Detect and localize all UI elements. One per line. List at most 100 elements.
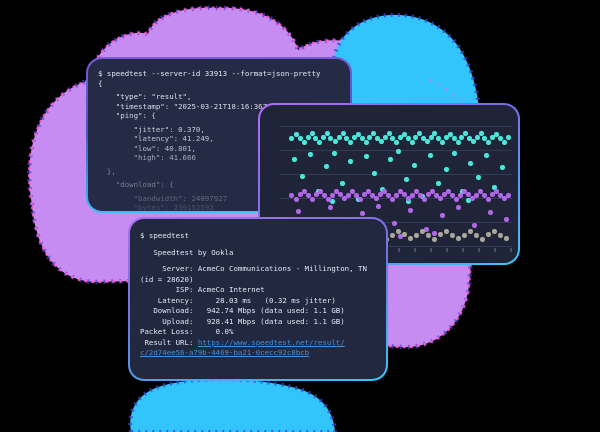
terminal-line: Latency: 28.03 ms (0.32 ms jitter) — [140, 295, 336, 305]
terminal-json-output: $ speedtest --server-id 33913 --format=j… — [98, 69, 340, 211]
terminal-line: c/2d74ee56-a79b-4469-ba21-0cecc92c8bcb — [140, 348, 376, 359]
gray-series-dot — [492, 229, 497, 234]
terminal-line: "high": 41.666 — [98, 153, 196, 162]
purple-series-dot — [398, 234, 403, 239]
terminal-line: "bytes": 239152592 — [98, 203, 214, 211]
purple-series-dot — [414, 189, 419, 194]
purple-series-dot — [302, 189, 307, 194]
gray-series-dot — [462, 233, 467, 238]
terminal-line: }, — [98, 166, 116, 176]
cyan-series-dot — [492, 185, 497, 190]
cyan-series-dot — [436, 136, 441, 141]
cyan-series-dot — [324, 164, 329, 169]
gray-series-dot — [468, 229, 473, 234]
purple-series-dot — [296, 209, 301, 214]
purple-series-dot — [498, 193, 503, 198]
cyan-series-dot — [364, 140, 369, 145]
cyan-series-dot — [292, 157, 297, 162]
chart-axis-tick — [430, 248, 432, 252]
cyan-series-dot — [452, 136, 457, 141]
cyan-series-dot — [313, 136, 318, 141]
cyan-series-dot — [506, 135, 511, 140]
result-url-link[interactable]: https://www.speedtest.net/result/ — [197, 337, 345, 347]
purple-series-dot — [424, 227, 429, 232]
cyan-series-dot — [494, 132, 499, 137]
result-url-label: Result URL: — [140, 337, 198, 347]
chart-gridline — [280, 174, 512, 175]
cyan-series-dot — [402, 132, 407, 137]
cyan-series-dot — [306, 135, 311, 140]
purple-series-dot — [494, 189, 499, 194]
gray-series-dot — [480, 237, 485, 242]
gray-series-dot — [456, 236, 461, 241]
cyan-series-dot — [432, 131, 437, 136]
purple-series-dot — [386, 193, 391, 198]
cyan-series-dot — [444, 167, 449, 172]
gray-series-dot — [396, 229, 401, 234]
chart-axis-tick — [478, 248, 480, 252]
terminal-line: $ speedtest — [140, 231, 189, 240]
purple-series-dot — [474, 193, 479, 198]
purple-series-dot — [462, 189, 467, 194]
cyan-series-dot — [479, 131, 484, 136]
cyan-series-dot — [396, 149, 401, 154]
purple-series-dot — [394, 193, 399, 198]
gray-series-dot — [432, 237, 437, 242]
chart-gridline — [280, 198, 512, 199]
cyan-series-dot — [406, 136, 411, 141]
purple-series-dot — [358, 197, 363, 202]
cyan-series-dot — [289, 136, 294, 141]
purple-series-dot — [366, 189, 371, 194]
purple-series-dot — [488, 210, 493, 215]
gray-series-dot — [438, 232, 443, 237]
cyan-series-dot — [412, 163, 417, 168]
cyan-series-dot — [466, 198, 471, 203]
cyan-series-dot — [317, 140, 322, 145]
cyan-series-dot — [348, 140, 353, 145]
cyan-series-dot — [348, 159, 353, 164]
purple-series-dot — [314, 192, 319, 197]
cyan-series-dot — [500, 165, 505, 170]
purple-series-dot — [392, 221, 397, 226]
chart-axis-tick — [414, 248, 416, 252]
purple-series-dot — [342, 196, 347, 201]
purple-series-dot — [390, 197, 395, 202]
terminal-line: Packet Loss: 0.0% — [140, 327, 234, 336]
purple-series-dot — [490, 192, 495, 197]
purple-series-dot — [398, 189, 403, 194]
purple-series-dot — [410, 193, 415, 198]
chart-body — [260, 105, 518, 263]
purple-series-dot — [334, 189, 339, 194]
purple-series-dot — [446, 189, 451, 194]
cyan-series-dot — [325, 131, 330, 136]
purple-series-dot — [370, 193, 375, 198]
purple-series-dot — [338, 192, 343, 197]
cyan-series-dot — [482, 136, 487, 141]
purple-series-dot — [450, 193, 455, 198]
terminal-line: Speedtest by Ookla — [140, 247, 234, 257]
purple-series-dot — [458, 193, 463, 198]
purple-series-dot — [360, 211, 365, 216]
chart-gridline — [280, 126, 512, 127]
purple-series-dot — [470, 196, 475, 201]
purple-series-dot — [322, 193, 327, 198]
terminal-line: ISP: AcmeCo Internet — [140, 285, 265, 294]
cyan-series-dot — [300, 174, 305, 179]
cyan-series-dot — [372, 171, 377, 176]
cyan-series-dot — [502, 140, 507, 145]
purple-series-dot — [504, 217, 509, 222]
cyan-series-dot — [468, 161, 473, 166]
cyan-series-dot — [387, 131, 392, 136]
purple-series-dot — [454, 197, 459, 202]
cyan-series-dot — [321, 135, 326, 140]
purple-series-dot — [378, 192, 383, 197]
purple-series-dot — [486, 197, 491, 202]
cyan-series-dot — [406, 199, 411, 204]
cyan-series-dot — [436, 181, 441, 186]
purple-series-dot — [426, 192, 431, 197]
purple-series-dot — [406, 196, 411, 201]
result-url-link[interactable]: c/2d74ee56-a79b-4469-ba21-0cecc92c8bcb — [140, 348, 310, 357]
purple-series-dot — [382, 189, 387, 194]
purple-series-dot — [432, 231, 437, 236]
chart-axis-tick — [494, 248, 496, 252]
